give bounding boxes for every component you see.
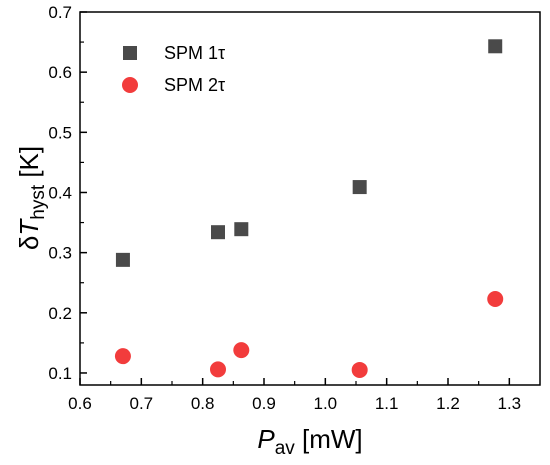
x-axis-title: Pav [mW]: [257, 424, 362, 459]
y-tick-label: 0.6: [48, 63, 72, 82]
series-2-point: [114, 348, 131, 365]
x-tick-label: 1.1: [375, 394, 399, 413]
y-tick-label: 0.1: [48, 364, 72, 383]
legend-marker-circle: [122, 77, 138, 93]
data-points: [114, 39, 504, 378]
series-1-point: [211, 225, 225, 240]
legend-label: SPM 2τ: [164, 75, 225, 95]
y-tick-label: 0.5: [48, 123, 72, 142]
x-tick-label: 0.9: [252, 394, 276, 413]
legend-marker-square: [123, 46, 137, 60]
x-tick-label: 1.2: [436, 394, 460, 413]
y-tick-label: 0.7: [48, 3, 72, 22]
y-tick-label: 0.2: [48, 304, 72, 323]
series-2-point: [233, 342, 250, 359]
series-1-point: [352, 180, 367, 195]
legend: SPM 1τ SPM 2τ: [122, 43, 225, 95]
axis-tick-labels: 0.6 0.7 0.8 0.9 1.0 1.1 1.2 1.3 0.1 0.2 0.3 0.4 0.5 0…: [48, 3, 521, 413]
series-2-point: [210, 361, 226, 378]
series-2-point: [487, 290, 504, 307]
plot-frame: [79, 11, 541, 386]
series-2-point: [351, 361, 368, 378]
x-tick-label: 0.6: [68, 394, 92, 413]
y-axis-title: δThyst [K]: [14, 146, 49, 250]
axis-ticks: [79, 11, 511, 385]
series-1-point: [115, 252, 130, 267]
series-1-point: [488, 39, 503, 54]
x-tick-label: 0.7: [130, 394, 154, 413]
legend-label: SPM 1τ: [164, 43, 225, 63]
x-tick-label: 1.0: [314, 394, 338, 413]
series-1-point: [234, 222, 249, 237]
x-tick-label: 1.3: [498, 394, 522, 413]
y-tick-label: 0.3: [48, 244, 72, 263]
y-tick-label: 0.4: [48, 183, 72, 202]
x-tick-label: 0.8: [191, 394, 215, 413]
